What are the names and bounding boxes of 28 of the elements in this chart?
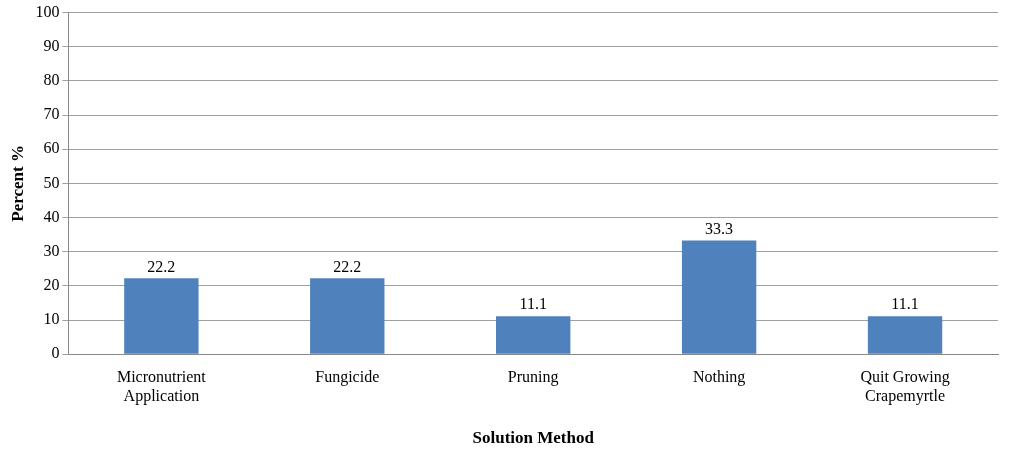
bar (867, 316, 943, 354)
y-tick-label: 0 (51, 344, 60, 362)
bar (124, 278, 199, 354)
y-tick-label: 100 (35, 2, 60, 20)
y-tick-label: 40 (43, 207, 60, 225)
x-tick-label: Fungicide (315, 368, 380, 386)
data-label: 11.1 (891, 295, 919, 313)
bar (496, 316, 571, 354)
y-tick-label: 10 (43, 310, 60, 328)
x-tick-label: Pruning (507, 368, 559, 386)
data-label: 33.3 (705, 219, 734, 237)
data-label: 22.2 (147, 257, 176, 275)
x-tick-label: Micronutrient Application (116, 368, 207, 406)
y-tick-label: 30 (43, 241, 60, 259)
data-label: 11.1 (519, 295, 547, 313)
x-tick-label: Nothing (692, 368, 746, 386)
x-tick-label: Quit Growing Crapemyrtle (860, 368, 950, 406)
y-tick-label: 90 (43, 36, 60, 54)
y-tick-label: 50 (43, 173, 60, 191)
y-tick-label: 70 (43, 105, 60, 123)
y-tick-label: 80 (43, 71, 60, 89)
y-axis-title: Percent % (7, 145, 27, 222)
bar (681, 240, 757, 354)
x-axis-title: Solution Method (472, 428, 595, 448)
data-label: 22.2 (333, 257, 362, 275)
y-tick-label: 60 (43, 139, 60, 157)
bar (310, 278, 385, 354)
y-tick-label: 20 (43, 276, 60, 294)
